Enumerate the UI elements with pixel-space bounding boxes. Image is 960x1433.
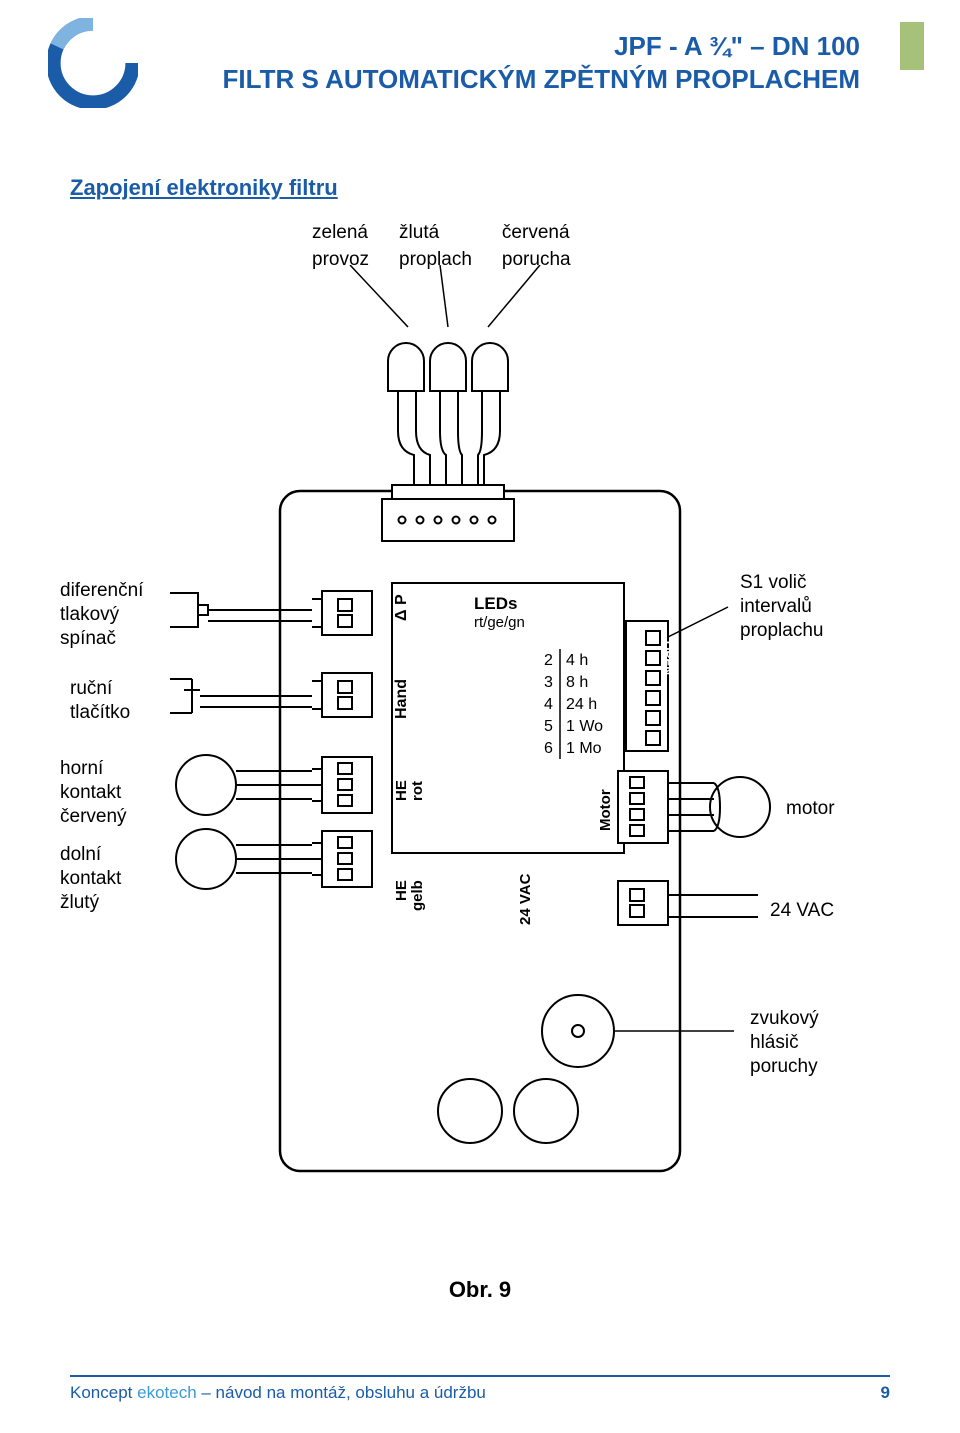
svg-text:Hand: Hand xyxy=(393,679,410,719)
led-red-label: červená xyxy=(488,221,585,246)
he-rot-label: horní kontakt červený xyxy=(60,757,127,828)
svg-text:5: 5 xyxy=(634,712,641,726)
logo xyxy=(48,18,138,108)
svg-text:1 Mo: 1 Mo xyxy=(566,740,602,757)
svg-text:1 Wo: 1 Wo xyxy=(566,718,603,735)
svg-text:Δ P: Δ P xyxy=(393,594,410,621)
svg-text:rot: rot xyxy=(409,781,426,801)
svg-text:2: 2 xyxy=(634,652,641,666)
svg-text:8 h: 8 h xyxy=(566,674,588,691)
svg-text:Motor: Motor xyxy=(597,789,614,831)
svg-text:HE: HE xyxy=(393,880,410,901)
svg-text:5: 5 xyxy=(544,718,553,735)
page-number: 9 xyxy=(881,1383,890,1403)
hand-button-label: ruční tlačítko xyxy=(70,677,130,725)
leds-title: LEDs xyxy=(474,594,517,613)
svg-text:3: 3 xyxy=(634,672,641,686)
svg-text:2: 2 xyxy=(544,652,553,669)
svg-text:4 h: 4 h xyxy=(566,652,588,669)
wiring-diagram: zelená žlutá červená provoz proplach por… xyxy=(70,211,890,1271)
he-gelb-label: dolní kontakt žlutý xyxy=(60,843,121,914)
dp-switch-label: diferenční tlakový spínač xyxy=(60,579,143,650)
led-green-label: zelená xyxy=(298,221,383,246)
svg-text:24 VAC: 24 VAC xyxy=(517,873,534,925)
svg-text:4: 4 xyxy=(544,696,553,713)
motor-label: motor xyxy=(786,797,835,821)
svg-text:6: 6 xyxy=(544,740,553,757)
svg-text:OPEN: OPEN xyxy=(661,641,675,675)
page: JPF - A ¾" – DN 100 FILTR S AUTOMATICKÝM… xyxy=(0,0,960,1433)
vac-label: 24 VAC xyxy=(770,899,834,923)
page-header: JPF - A ¾" – DN 100 FILTR S AUTOMATICKÝM… xyxy=(70,30,890,95)
page-footer: Koncept ekotech – návod na montáž, obslu… xyxy=(70,1375,890,1403)
buzzer-label: zvukový hlásič poruchy xyxy=(750,1007,819,1078)
svg-text:gelb: gelb xyxy=(409,880,426,911)
accent-swatch xyxy=(900,22,924,70)
section-title: Zapojení elektroniky filtru xyxy=(70,175,890,201)
svg-text:HE: HE xyxy=(393,780,410,801)
svg-text:3: 3 xyxy=(544,674,553,691)
header-line-1: JPF - A ¾" – DN 100 xyxy=(70,30,860,63)
svg-text:1: 1 xyxy=(634,632,641,646)
header-line-2: FILTR S AUTOMATICKÝM ZPĚTNÝM PROPLACHEM xyxy=(70,63,860,96)
led-yellow-label: žlutá xyxy=(385,221,486,246)
figure-caption: Obr. 9 xyxy=(70,1277,890,1303)
footer-text: Koncept ekotech – návod na montáž, obslu… xyxy=(70,1383,486,1403)
leds-sub: rt/ge/gn xyxy=(474,614,525,631)
s1-selector-label: S1 volič intervalů proplachu xyxy=(740,571,823,642)
svg-text:6: 6 xyxy=(634,732,641,746)
svg-text:24 h: 24 h xyxy=(566,696,597,713)
pcb-diagram-svg: LEDs rt/ge/gn 2 3 4 5 6 4 h 8 h 24 h 1 W… xyxy=(170,321,790,1261)
svg-text:4: 4 xyxy=(634,692,641,706)
